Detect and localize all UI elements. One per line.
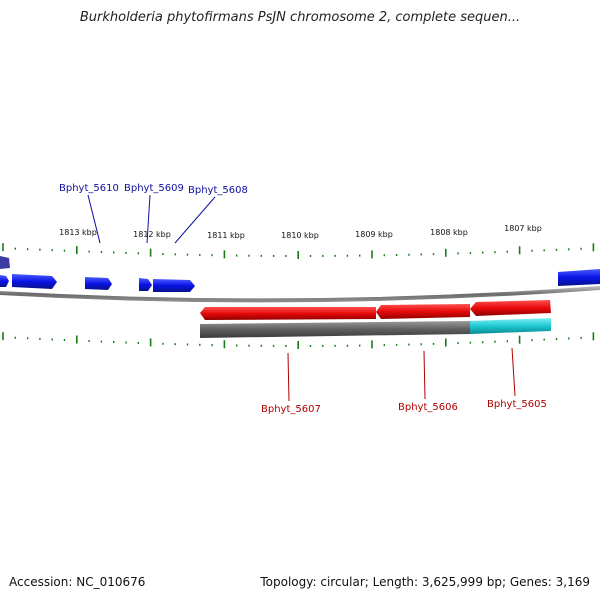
forward-gene-arrow[interactable] — [0, 256, 10, 269]
forward-gene-arrow[interactable] — [153, 279, 195, 292]
gene-label-bphyt-5607[interactable]: Bphyt_5607 — [261, 404, 321, 415]
kbp-labels: 1813 kbp 1812 kbp 1811 kbp 1810 kbp 1809… — [59, 224, 542, 240]
label-leader-line — [146, 194, 151, 244]
coordinate-ticks-bottom — [2, 332, 595, 349]
accession-text: Accession: NC_010676 — [9, 575, 146, 589]
reverse-genes — [200, 300, 551, 320]
forward-gene-arrow[interactable] — [558, 269, 600, 286]
label-leader-line — [511, 347, 516, 397]
cyan-track-segment — [470, 318, 551, 334]
kbp-label: 1810 kbp — [281, 231, 319, 240]
forward-gene-arrow[interactable] — [12, 274, 57, 289]
gene-label-bphyt-5609[interactable]: Bphyt_5609 — [124, 183, 184, 194]
label-leader-line — [174, 196, 216, 244]
map-title: Burkholderia phytofirmans PsJN chromosom… — [79, 10, 521, 25]
reverse-gene-arrow[interactable] — [376, 304, 470, 319]
coordinate-ticks-top — [2, 243, 595, 259]
forward-gene-arrow[interactable] — [139, 278, 152, 291]
gene-label-bphyt-5605[interactable]: Bphyt_5605 — [487, 399, 547, 410]
forward-gene-arrow[interactable] — [85, 277, 112, 290]
reverse-gene-labels: Bphyt_5607 Bphyt_5606 Bphyt_5605 — [261, 347, 547, 415]
kbp-label: 1811 kbp — [207, 231, 245, 240]
gene-label-bphyt-5606[interactable]: Bphyt_5606 — [398, 402, 458, 413]
reverse-gene-arrow[interactable] — [470, 300, 551, 316]
forward-gene-labels: Bphyt_5610 Bphyt_5609 Bphyt_5608 — [59, 183, 248, 244]
kbp-label: 1813 kbp — [59, 228, 97, 237]
gray-track-segment — [200, 321, 470, 338]
kbp-label: 1807 kbp — [504, 224, 542, 233]
forward-gene-arrow[interactable] — [0, 275, 9, 287]
reverse-gene-arrow[interactable] — [200, 307, 376, 320]
chromosome-backbone — [0, 286, 600, 303]
genome-summary-text: Topology: circular; Length: 3,625,999 bp… — [260, 575, 590, 589]
label-leader-line — [87, 194, 101, 244]
forward-genes — [0, 256, 600, 292]
gene-label-bphyt-5610[interactable]: Bphyt_5610 — [59, 183, 119, 194]
label-leader-line — [287, 352, 290, 402]
label-leader-line — [423, 350, 426, 400]
kbp-label: 1809 kbp — [355, 230, 393, 239]
gene-label-bphyt-5608[interactable]: Bphyt_5608 — [188, 185, 248, 196]
feature-track — [200, 318, 551, 338]
kbp-label: 1808 kbp — [430, 228, 468, 237]
kbp-label: 1812 kbp — [133, 230, 171, 239]
